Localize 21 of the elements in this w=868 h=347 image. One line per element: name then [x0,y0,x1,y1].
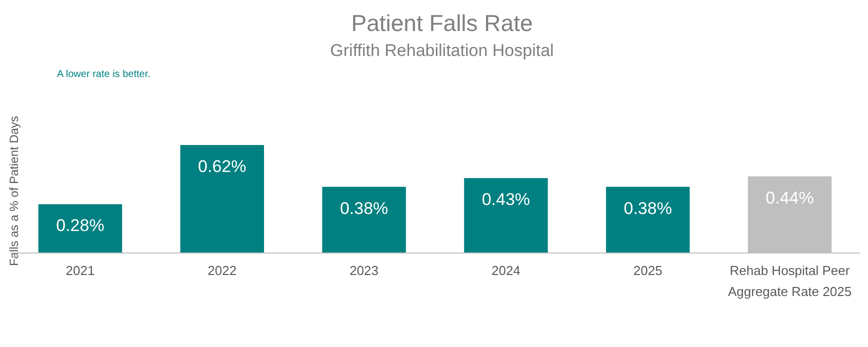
bar [180,145,264,253]
x-tick-label: 2023 [350,263,379,278]
x-tick-label: 2021 [66,263,95,278]
x-tick-label: 2025 [633,263,662,278]
data-label: 0.38% [340,198,388,218]
bar [322,186,406,253]
bar [464,178,548,253]
data-label: 0.38% [624,198,672,218]
data-label: 0.62% [198,157,246,176]
y-axis-title: Falls as a % of Patient Days [7,116,21,266]
bar [606,186,690,253]
data-label: 0.43% [482,190,530,210]
x-tick-label: Rehab Hospital Peer Aggregate Rate 2025 [728,263,852,299]
bar [38,204,122,253]
data-label: 0.44% [766,188,814,208]
chart-subtitle: Griffith Rehabilitation Hospital [330,41,554,60]
x-tick-label: 2022 [208,263,237,278]
text: A lower rate is better. [57,69,150,80]
data-label: 0.28% [56,216,104,236]
x-tick-label: 2024 [491,263,520,278]
chart-title: Patient Falls Rate [351,10,533,36]
